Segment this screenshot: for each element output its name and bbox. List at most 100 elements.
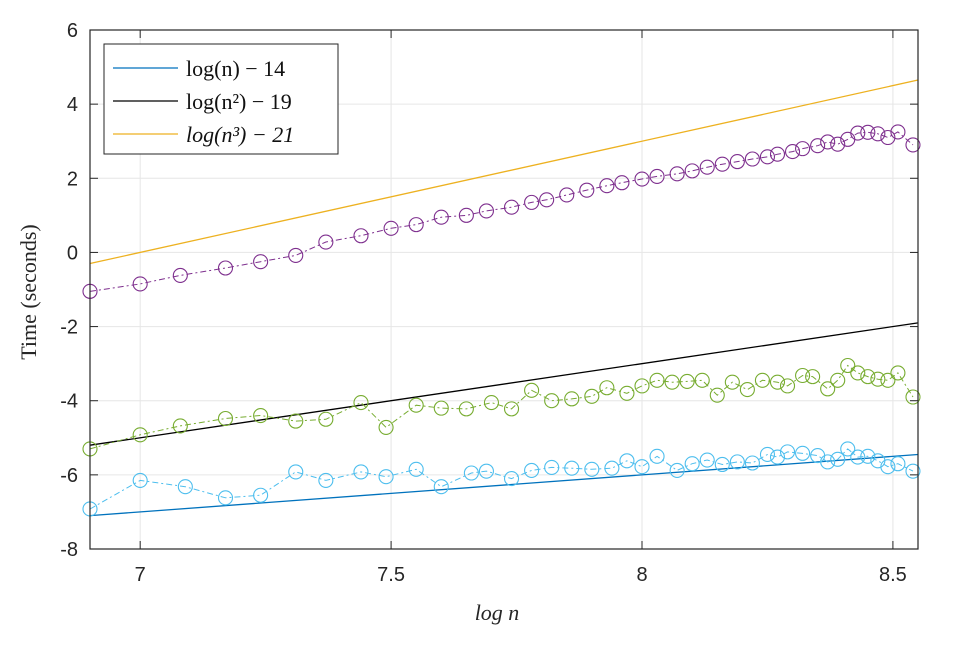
y-axis-label: Time (seconds) (16, 224, 41, 359)
data-point (684, 163, 700, 179)
data-point (679, 373, 695, 389)
reference-line-2 (89, 79, 919, 265)
data-point (890, 365, 906, 381)
data-point (820, 134, 836, 150)
data-point (860, 124, 876, 140)
data-point (463, 465, 479, 481)
x-tick-label: 8 (636, 564, 647, 586)
data-point (870, 126, 886, 142)
data-point (383, 220, 399, 236)
y-tick-label: 0 (67, 242, 78, 264)
data-point (433, 209, 449, 225)
data-point (288, 413, 304, 429)
data-point (524, 194, 540, 210)
y-tick-label: -6 (60, 465, 78, 487)
data-point (378, 469, 394, 485)
series-line-0 (89, 131, 914, 292)
data-point (579, 182, 595, 198)
data-point (564, 460, 580, 476)
series-line-1 (89, 364, 914, 450)
data-point (729, 454, 745, 470)
data-point (905, 463, 921, 479)
data-point (784, 144, 801, 160)
data-point (840, 357, 856, 374)
data-point (524, 382, 540, 398)
y-tick-label: 6 (67, 20, 78, 42)
data-point (890, 456, 906, 472)
data-point (483, 395, 500, 411)
series-line-2 (89, 448, 914, 510)
data-point (353, 228, 369, 244)
data-point (714, 456, 730, 473)
data-point (805, 369, 821, 385)
data-point (830, 136, 846, 152)
data-point (503, 401, 520, 417)
data-point (132, 427, 148, 443)
data-point (754, 372, 770, 388)
data-series (82, 124, 921, 517)
data-point (288, 247, 304, 263)
data-point (634, 459, 650, 475)
data-point (544, 393, 560, 409)
data-point (408, 397, 424, 413)
data-point (669, 166, 685, 182)
data-point (860, 369, 876, 385)
data-point (669, 462, 685, 478)
data-point (353, 464, 369, 480)
data-point (830, 451, 846, 467)
data-point (478, 463, 494, 479)
data-point (759, 149, 776, 165)
legend-label-linear: log(n) − 14 (186, 56, 285, 81)
y-tick-label: 4 (67, 94, 78, 116)
data-point (408, 461, 424, 477)
data-point (378, 419, 394, 435)
data-point (619, 385, 635, 401)
data-point (353, 395, 369, 411)
data-point (729, 154, 745, 170)
data-point (584, 461, 600, 477)
data-point (132, 276, 148, 292)
data-point (664, 374, 680, 390)
data-point (850, 365, 866, 381)
data-point (649, 448, 665, 464)
data-point (544, 459, 560, 475)
data-point (880, 372, 896, 388)
x-axis: 7 7.5 8 8.5 (135, 30, 907, 586)
data-point (217, 410, 234, 427)
legend-label-quadratic: log(n²) − 19 (186, 89, 292, 114)
data-point (699, 159, 715, 175)
data-point (820, 381, 836, 397)
data-point (709, 387, 725, 403)
legend-box (103, 43, 339, 155)
data-point (172, 418, 188, 434)
data-point (458, 401, 474, 417)
legend-label-cubic: log(n³) − 21 (186, 122, 294, 147)
data-point (850, 449, 866, 465)
y-tick-label: -8 (60, 539, 78, 561)
data-point (820, 454, 836, 470)
data-point (880, 129, 896, 146)
data-point (779, 378, 796, 394)
y-tick-label: -4 (60, 391, 78, 413)
data-point (850, 125, 866, 141)
data-point (253, 407, 269, 424)
data-point (769, 146, 786, 162)
data-point (890, 124, 906, 140)
data-point (478, 203, 494, 219)
x-tick-label: 8.5 (879, 564, 907, 586)
axes-box (89, 29, 919, 550)
data-point (840, 441, 856, 457)
data-point (744, 455, 760, 471)
data-point (795, 367, 811, 384)
data-point (795, 445, 811, 461)
data-point (739, 382, 755, 398)
legend: log(n) − 14 log(n²) − 19 log(n³) − 21 (103, 43, 339, 155)
x-tick-label: 7.5 (377, 564, 405, 586)
data-point (634, 378, 650, 394)
data-point (503, 471, 520, 487)
data-point (172, 267, 188, 283)
data-point (880, 459, 896, 475)
reference-line-0 (89, 453, 919, 517)
data-point (769, 374, 786, 390)
